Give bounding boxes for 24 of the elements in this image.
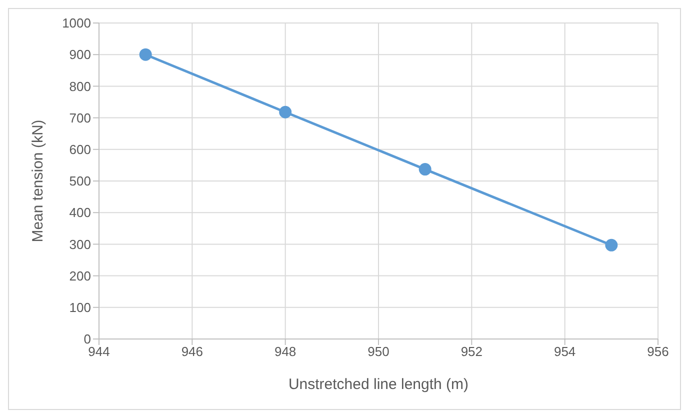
- y-axis-title: Mean tension (kN): [29, 120, 46, 242]
- x-tick-label: 948: [274, 344, 296, 360]
- y-tick-label: 900: [69, 47, 91, 62]
- point: [418, 163, 432, 176]
- x-tick-label: 952: [460, 344, 483, 360]
- x-tick-label: 950: [368, 344, 390, 360]
- y-tick-label: 200: [69, 268, 91, 284]
- x-tick-label: 946: [181, 344, 204, 360]
- y-tick-label: 400: [69, 205, 91, 220]
- y-tick-label: 0: [84, 332, 91, 347]
- y-tick-label: 100: [69, 300, 91, 316]
- x-tick-label: 954: [554, 344, 576, 360]
- point: [279, 106, 292, 118]
- y-tick-label: 600: [69, 142, 91, 158]
- y-tick-label: 800: [69, 78, 91, 94]
- y-tick-label: 700: [69, 110, 91, 126]
- y-tick-label: 500: [69, 174, 91, 189]
- x-tick-label: 944: [88, 344, 110, 360]
- y-tick-label: 300: [69, 236, 91, 252]
- point: [139, 48, 152, 61]
- y-tick-label: 1000: [62, 16, 91, 31]
- x-axis-title: Unstretched line length (m): [288, 376, 469, 393]
- point: [605, 238, 618, 252]
- x-tick-label: 956: [647, 344, 669, 360]
